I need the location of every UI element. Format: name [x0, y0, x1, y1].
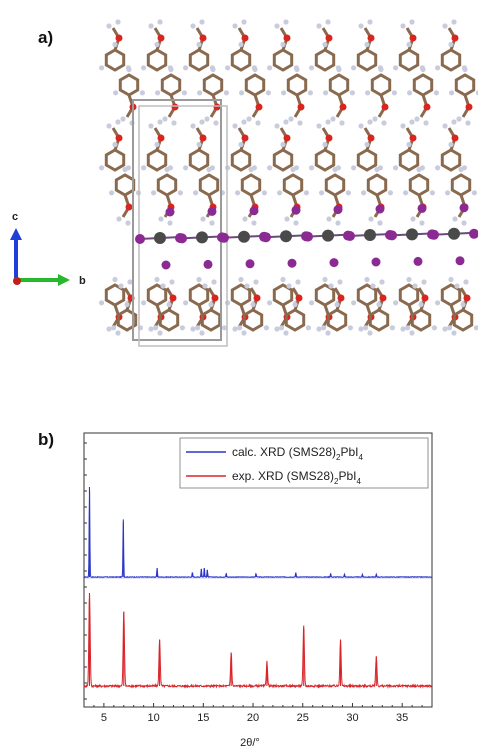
iodine-atom [161, 260, 171, 270]
organic-molecule [407, 66, 439, 126]
lead-atom [238, 230, 250, 243]
x-ticks: 5 10 15 20 25 30 35 [93, 703, 423, 724]
axis-triad: c b [10, 211, 86, 287]
organic-molecule [309, 19, 341, 72]
organic-molecule [153, 279, 185, 332]
lead-atom [154, 232, 166, 244]
lead-atom [448, 227, 460, 240]
organic-molecule [281, 66, 313, 126]
panel-label-b: b) [38, 430, 55, 449]
iodine-atom [455, 256, 465, 266]
organic-molecule [141, 276, 173, 336]
iodine-atom [165, 207, 175, 217]
organic-molecule [99, 19, 131, 72]
a-axis-dot [13, 277, 21, 285]
unit-cell-inner [138, 105, 228, 347]
x-tick-label: 10 [147, 712, 159, 724]
iodine-atom [303, 231, 313, 242]
organic-molecule [435, 119, 467, 172]
y-ticks [84, 442, 87, 700]
organic-molecule [449, 66, 478, 126]
x-tick-label: 30 [346, 712, 358, 724]
iodine-atom [249, 206, 259, 216]
organic-molecule [267, 19, 299, 72]
panel-label-a: a) [38, 28, 54, 47]
x-tick-label: 20 [247, 712, 259, 724]
iodine-atom [261, 232, 271, 243]
iodine-atom [345, 231, 355, 241]
calc-xrd-trace [83, 490, 433, 579]
organic-molecule [279, 279, 311, 332]
organic-molecule [323, 66, 355, 126]
lead-atom [196, 231, 208, 244]
lead-atom [322, 229, 334, 242]
organic-molecule [183, 119, 215, 172]
legend: calc. XRD (SMS28)2PbI4 exp. XRD (SMS28)2… [179, 437, 429, 489]
legend-box [179, 437, 429, 489]
unit-cell-frame [132, 99, 228, 347]
x-axis-label: 2θ/° [240, 737, 260, 748]
x-tick-label: 25 [297, 712, 309, 724]
iodine-atom [371, 257, 381, 267]
crystal-structure-diagram: c b [10, 19, 478, 347]
organic-molecule [267, 119, 299, 172]
iodine-atom [329, 258, 339, 268]
iodine-atom [469, 228, 478, 239]
iodine-atom [135, 234, 145, 244]
unit-cell-outline [132, 99, 222, 341]
x-tick-label: 5 [101, 712, 107, 724]
organic-molecule [321, 279, 353, 332]
iodine-atom [459, 203, 469, 213]
organic-molecule [239, 66, 271, 126]
organic-molecule [141, 119, 173, 172]
iodine-atom [417, 203, 427, 213]
organic-molecule [195, 279, 227, 332]
iodine-atom [291, 205, 301, 215]
organic-molecule [363, 279, 395, 332]
iodine-atom [219, 232, 229, 243]
organic-molecule [435, 19, 467, 72]
iodine-atom [413, 256, 423, 266]
iodine-atom [203, 259, 213, 269]
lead-atom [280, 230, 292, 243]
b-axis-label: b [79, 275, 86, 287]
organic-molecule [237, 279, 269, 332]
iodine-atom [429, 229, 439, 240]
iodine-atom [207, 206, 217, 216]
organic-molecule [351, 119, 383, 172]
c-axis-label: c [12, 211, 18, 223]
legend-label-calc: calc. XRD (SMS28)2PbI4 [232, 445, 364, 462]
b-axis-arrowhead [58, 274, 70, 286]
organic-molecule [183, 19, 215, 72]
exp-xrd-trace [83, 594, 433, 689]
lead-atom [406, 228, 418, 241]
organic-molecule [405, 279, 437, 332]
organic-molecule [365, 66, 397, 126]
c-axis-arrowhead [10, 228, 22, 240]
lead-atom [364, 229, 376, 241]
x-tick-label: 35 [396, 712, 408, 724]
inorganic-layer [135, 203, 478, 270]
x-tick-label: 15 [197, 712, 209, 724]
crystal-molecules [99, 19, 478, 336]
plot-frame [83, 432, 433, 708]
legend-label-exp: exp. XRD (SMS28)2PbI4 [232, 469, 362, 486]
organic-molecule [99, 119, 131, 172]
organic-molecule [393, 19, 425, 72]
organic-molecule [447, 279, 478, 332]
iodine-atom [287, 258, 297, 268]
series-traces [83, 487, 433, 689]
iodine-atom [375, 204, 385, 214]
iodine-atom [245, 259, 255, 269]
iodine-atom [333, 205, 343, 215]
iodine-atom [387, 230, 397, 241]
iodine-atom [177, 233, 187, 244]
